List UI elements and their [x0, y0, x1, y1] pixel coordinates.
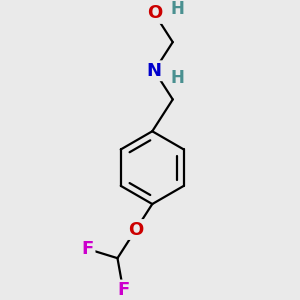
Text: O: O: [128, 220, 143, 238]
Text: F: F: [117, 281, 129, 299]
Text: N: N: [147, 62, 162, 80]
Text: O: O: [147, 4, 162, 22]
Text: H: H: [170, 69, 184, 87]
Text: F: F: [82, 240, 94, 258]
Text: H: H: [170, 0, 184, 18]
